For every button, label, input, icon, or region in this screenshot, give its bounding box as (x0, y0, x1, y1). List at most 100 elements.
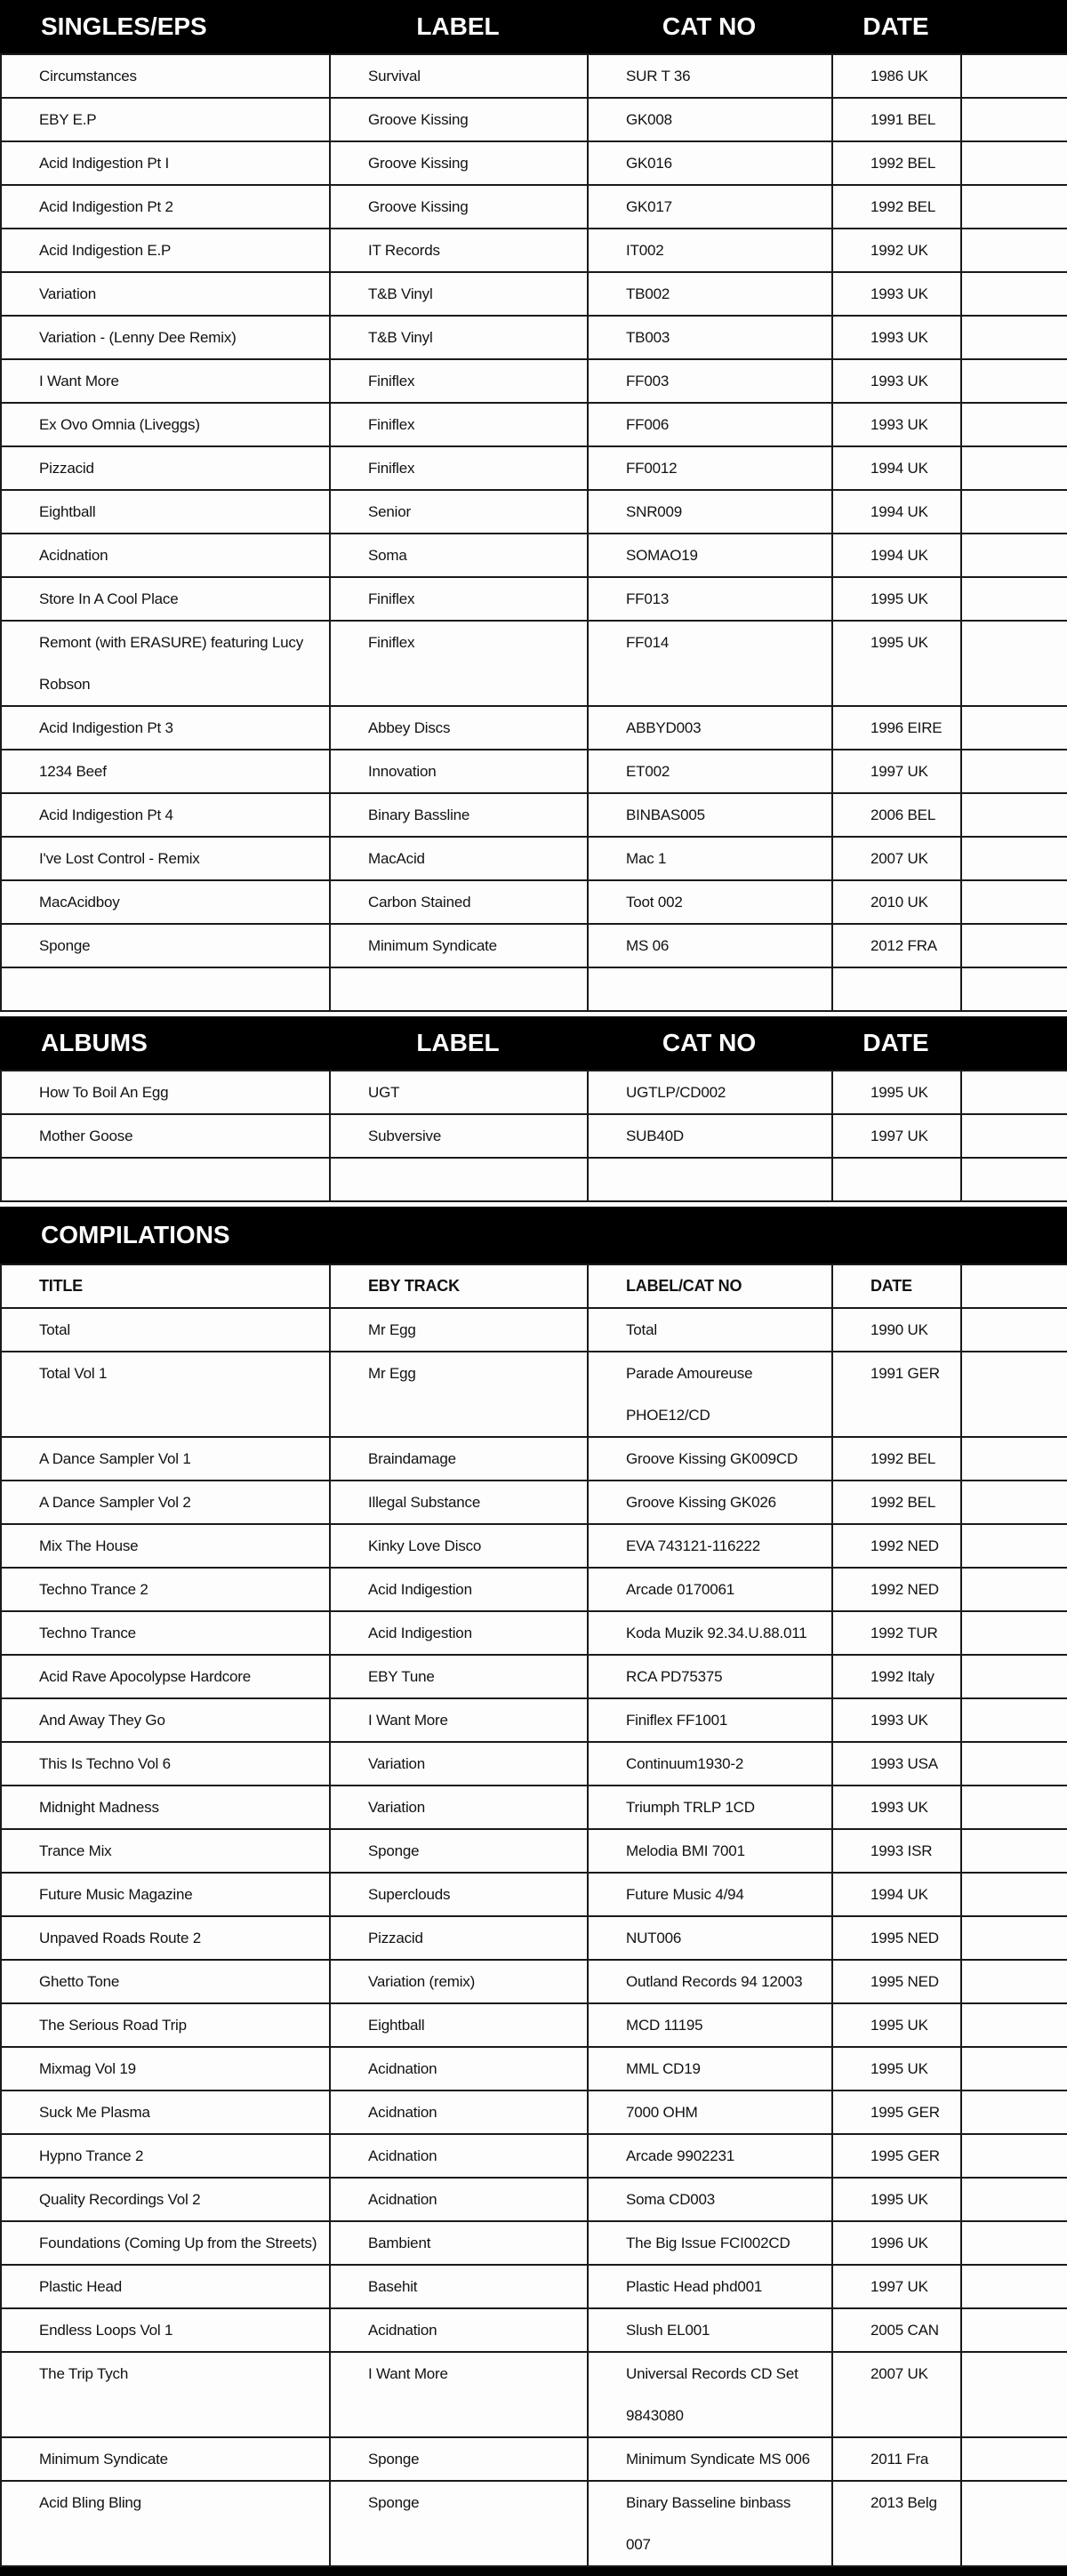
filler-cell (960, 1436, 1067, 1481)
table-cell: Survival (329, 53, 589, 99)
albums-section-title: ALBUMS (0, 1016, 329, 1070)
table-cell: Techno Trance 2 (0, 1567, 331, 1612)
table-cell: Acid Indigestion Pt I (0, 140, 331, 186)
table-cell: Binary Bassline (329, 792, 589, 838)
table-cell: Basehit (329, 2264, 589, 2309)
table-row: Acid Indigestion Pt I Groove Kissing GK016… (0, 140, 1067, 186)
table-cell: Finiflex FF1001 (587, 1697, 833, 1743)
table-cell: I Want More (0, 358, 331, 404)
table-cell: Minimum Syndicate (329, 923, 589, 968)
table-cell: 1991 BEL (831, 97, 962, 142)
filler-cell (960, 2264, 1067, 2309)
table-cell: I Want More (329, 2351, 589, 2438)
table-cell: 1992 NED (831, 1567, 962, 1612)
filler-cell (960, 2351, 1067, 2438)
table-cell: 1994 UK (831, 1872, 962, 1917)
table-cell: 1992 BEL (831, 140, 962, 186)
filler-cell (960, 1567, 1067, 1612)
filler-cell (960, 2307, 1067, 2353)
table-row: Endless Loops Vol 1 Acidnation Slush EL001… (0, 2307, 1067, 2353)
table-cell: 2006 BEL (831, 792, 962, 838)
catno-column-header: CAT NO (587, 1016, 831, 1070)
table-cell: 2007 UK (831, 2351, 962, 2438)
table-cell: SNR009 (587, 489, 833, 534)
table-row: Acid Indigestion E.P IT Records IT002 1992 … (0, 228, 1067, 273)
table-cell: Carbon Stained (329, 879, 589, 925)
table-cell: 2010 UK (831, 879, 962, 925)
table-cell: The Big Issue FCI002CD (587, 2220, 833, 2266)
eby-track-column-header: EBY TRACK (329, 1264, 589, 1309)
date-column-header: DATE (831, 0, 960, 53)
table-cell: MS 06 (587, 923, 833, 968)
filler-cell (960, 2046, 1067, 2091)
table-cell: Foundations (Coming Up from the Streets) (0, 2220, 331, 2266)
table-cell: 1993 UK (831, 315, 962, 360)
table-row: I've Lost Control - Remix MacAcid Mac 1 200… (0, 836, 1067, 881)
table-row: Plastic Head Basehit Plastic Head phd001 19… (0, 2264, 1067, 2309)
table-cell: Acidnation (329, 2090, 589, 2135)
table-row: Midnight Madness Variation Triumph TRLP 1C… (0, 1785, 1067, 1830)
table-cell (587, 1157, 833, 1202)
table-cell: MacAcidboy (0, 879, 331, 925)
table-cell: 1992 TUR (831, 1610, 962, 1656)
filler-cell (960, 1697, 1067, 1743)
table-row: Foundations (Coming Up from the Streets)… (0, 2220, 1067, 2266)
filler-cell (960, 271, 1067, 317)
table-cell: Continuum1930-2 (587, 1741, 833, 1786)
table-cell: Melodia BMI 7001 (587, 1828, 833, 1874)
table-cell: Circumstances (0, 53, 331, 99)
table-cell: Mr Egg (329, 1307, 589, 1352)
filler-cell (960, 1915, 1067, 1961)
table-cell: 1995 UK (831, 2002, 962, 2048)
table-cell: EBY E.P (0, 97, 331, 142)
table-cell: Mix The House (0, 1523, 331, 1569)
table-cell: MacAcid (329, 836, 589, 881)
table-cell: Acidnation (329, 2133, 589, 2179)
filler-cell (960, 1523, 1067, 1569)
filler-cell (960, 576, 1067, 622)
filler-cell (960, 1828, 1067, 1874)
filler-cell (960, 489, 1067, 534)
table-cell: MML CD19 (587, 2046, 833, 2091)
table-row: Eightball Senior SNR009 1994 UK (0, 489, 1067, 534)
section-gap (0, 1012, 1067, 1016)
table-cell: Koda Muzik 92.34.U.88.011 (587, 1610, 833, 1656)
table-row: Total Mr Egg Total 1990 UK (0, 1307, 1067, 1352)
table-cell: This Is Techno Vol 6 (0, 1741, 331, 1786)
table-cell: Endless Loops Vol 1 (0, 2307, 331, 2353)
table-cell: 1992 UK (831, 228, 962, 273)
table-cell: GK008 (587, 97, 833, 142)
table-cell: Innovation (329, 749, 589, 794)
table-cell: Braindamage (329, 1436, 589, 1481)
table-cell: Trance Mix (0, 1828, 331, 1874)
label-column-header: LABEL (329, 0, 587, 53)
table-cell: Plastic Head phd001 (587, 2264, 833, 2309)
table-cell: FF0012 (587, 445, 833, 491)
table-cell: Mixmag Vol 19 (0, 2046, 331, 2091)
filler-cell (960, 749, 1067, 794)
table-row: Ex Ovo Omnia (Liveggs) Finiflex FF006 1993 … (0, 402, 1067, 447)
filler-cell (960, 97, 1067, 142)
table-cell: RCA PD75375 (587, 1654, 833, 1699)
table-cell: IT Records (329, 228, 589, 273)
table-cell: T&B Vinyl (329, 315, 589, 360)
table-row: Minimum Syndicate Sponge Minimum Syndicate… (0, 2436, 1067, 2482)
table-cell: Groove Kissing (329, 97, 589, 142)
compilations-section-title: COMPILATIONS (0, 1207, 1067, 1264)
table-cell: Acid Indigestion Pt 4 (0, 792, 331, 838)
table-row: Acid Bling Bling Sponge Binary Basseline b… (0, 2480, 1067, 2567)
table-cell: ET002 (587, 749, 833, 794)
table-row: Techno Trance Acid Indigestion Koda Muzik … (0, 1610, 1067, 1656)
table-cell (831, 967, 962, 1012)
filler-header-cell (960, 0, 1067, 53)
filler-cell (960, 1264, 1067, 1309)
table-cell: Groove Kissing GK026 (587, 1480, 833, 1525)
table-cell: Parade Amoureuse PHOE12/CD (587, 1351, 833, 1438)
table-cell: Total Vol 1 (0, 1351, 331, 1438)
filler-cell (960, 836, 1067, 881)
table-cell (831, 1157, 962, 1202)
table-row: MacAcidboy Carbon Stained Toot 002 2010 UK (0, 879, 1067, 925)
table-row: A Dance Sampler Vol 2 Illegal Substance Gr… (0, 1480, 1067, 1525)
table-cell: NUT006 (587, 1915, 833, 1961)
